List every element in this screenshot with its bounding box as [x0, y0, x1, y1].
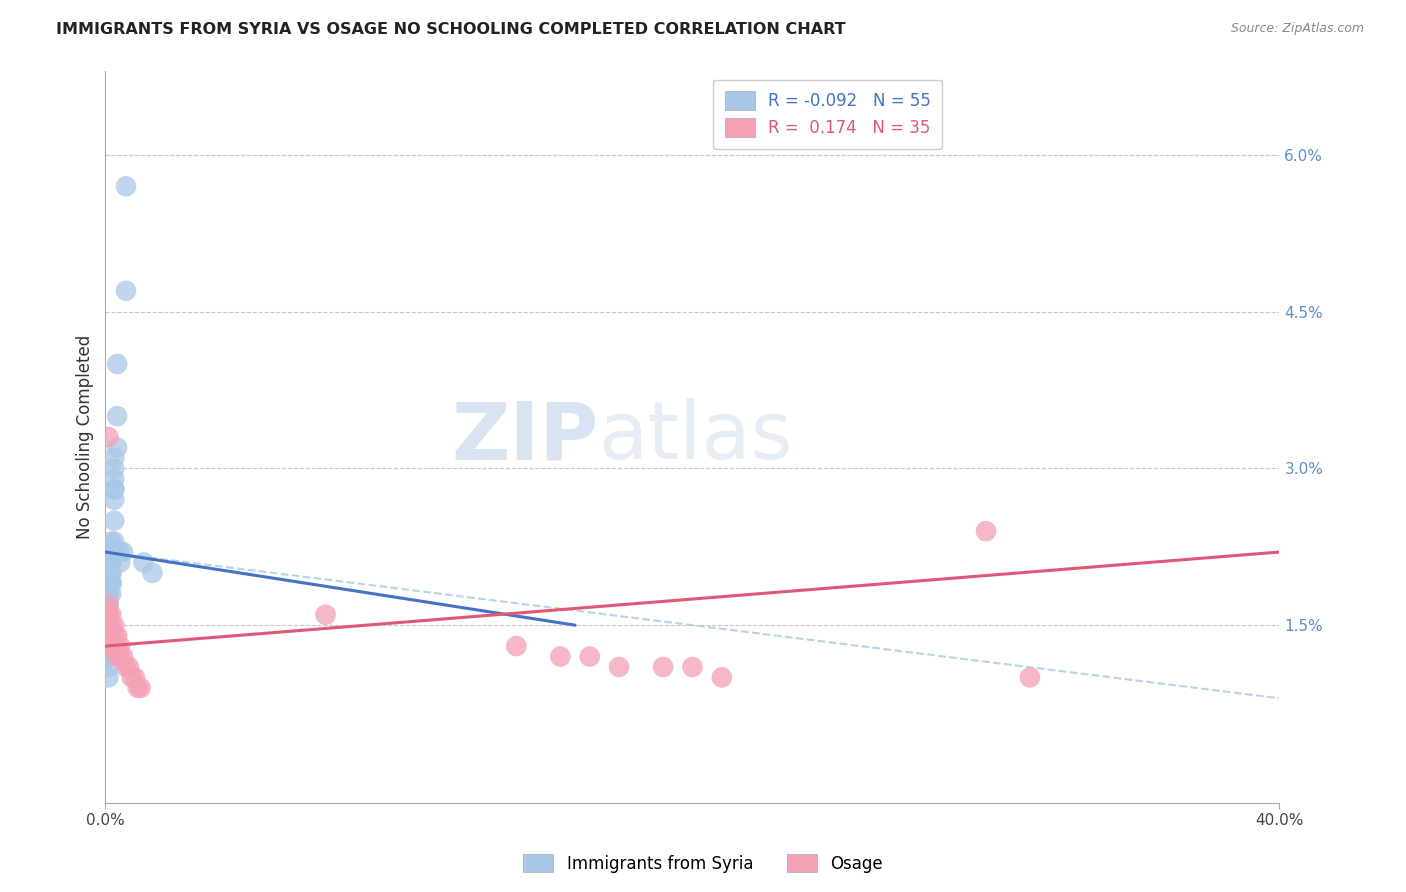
Point — [97, 587, 120, 601]
Point — [97, 597, 120, 611]
Point — [108, 545, 131, 559]
Point — [97, 660, 120, 674]
Point — [100, 639, 122, 653]
Point — [105, 441, 128, 455]
Point — [97, 618, 120, 632]
Point — [607, 660, 630, 674]
Text: atlas: atlas — [599, 398, 793, 476]
Legend: R = -0.092   N = 55, R =  0.174   N = 35: R = -0.092 N = 55, R = 0.174 N = 35 — [713, 79, 942, 149]
Point — [103, 514, 125, 528]
Point — [118, 660, 141, 674]
Point — [103, 492, 125, 507]
Point — [100, 618, 122, 632]
Y-axis label: No Schooling Completed: No Schooling Completed — [76, 335, 94, 539]
Point — [129, 681, 152, 695]
Point — [103, 472, 125, 486]
Point — [105, 357, 128, 371]
Point — [97, 618, 120, 632]
Point — [505, 639, 527, 653]
Point — [97, 587, 120, 601]
Point — [100, 607, 122, 622]
Point — [132, 556, 155, 570]
Point — [103, 483, 125, 497]
Point — [974, 524, 997, 538]
Point — [97, 607, 120, 622]
Point — [97, 607, 120, 622]
Point — [100, 576, 122, 591]
Point — [108, 639, 131, 653]
Point — [105, 409, 128, 424]
Point — [103, 450, 125, 465]
Point — [97, 597, 120, 611]
Point — [105, 639, 128, 653]
Point — [105, 649, 128, 664]
Point — [100, 566, 122, 580]
Point — [97, 597, 120, 611]
Point — [682, 660, 704, 674]
Point — [578, 649, 600, 664]
Point — [97, 629, 120, 643]
Point — [100, 545, 122, 559]
Point — [97, 649, 120, 664]
Point — [97, 639, 120, 653]
Point — [97, 629, 120, 643]
Point — [100, 534, 122, 549]
Point — [121, 670, 143, 684]
Point — [97, 618, 120, 632]
Point — [100, 587, 122, 601]
Point — [105, 629, 128, 643]
Text: IMMIGRANTS FROM SYRIA VS OSAGE NO SCHOOLING COMPLETED CORRELATION CHART: IMMIGRANTS FROM SYRIA VS OSAGE NO SCHOOL… — [56, 22, 846, 37]
Point — [97, 639, 120, 653]
Point — [103, 483, 125, 497]
Point — [115, 179, 138, 194]
Point — [97, 607, 120, 622]
Point — [97, 597, 120, 611]
Point — [115, 660, 138, 674]
Point — [100, 556, 122, 570]
Point — [100, 629, 122, 643]
Point — [97, 629, 120, 643]
Point — [103, 639, 125, 653]
Point — [1019, 670, 1042, 684]
Point — [97, 649, 120, 664]
Point — [112, 545, 135, 559]
Point — [97, 639, 120, 653]
Point — [103, 618, 125, 632]
Legend: Immigrants from Syria, Osage: Immigrants from Syria, Osage — [517, 847, 889, 880]
Point — [97, 587, 120, 601]
Point — [97, 430, 120, 444]
Point — [100, 545, 122, 559]
Point — [112, 649, 135, 664]
Point — [97, 618, 120, 632]
Point — [97, 639, 120, 653]
Point — [100, 576, 122, 591]
Point — [710, 670, 733, 684]
Point — [100, 566, 122, 580]
Point — [652, 660, 675, 674]
Point — [100, 576, 122, 591]
Point — [97, 649, 120, 664]
Point — [315, 607, 337, 622]
Point — [103, 461, 125, 475]
Point — [103, 629, 125, 643]
Point — [550, 649, 572, 664]
Text: ZIP: ZIP — [451, 398, 599, 476]
Point — [141, 566, 163, 580]
Text: Source: ZipAtlas.com: Source: ZipAtlas.com — [1230, 22, 1364, 36]
Point — [124, 670, 146, 684]
Point — [97, 607, 120, 622]
Point — [97, 607, 120, 622]
Point — [115, 284, 138, 298]
Point — [108, 556, 131, 570]
Point — [97, 629, 120, 643]
Point — [97, 629, 120, 643]
Point — [103, 534, 125, 549]
Point — [97, 670, 120, 684]
Point — [97, 618, 120, 632]
Point — [127, 681, 149, 695]
Point — [108, 649, 131, 664]
Point — [100, 556, 122, 570]
